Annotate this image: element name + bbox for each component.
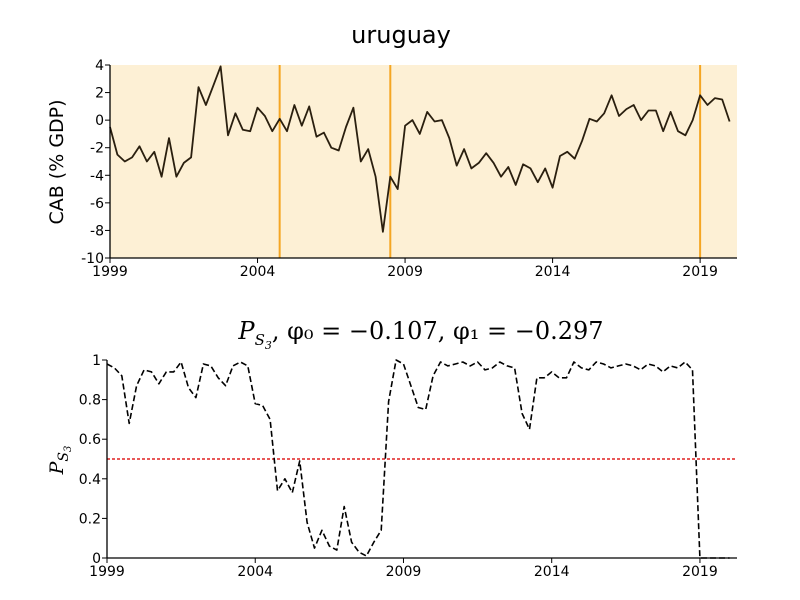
y-tick-label: -4 <box>90 168 104 184</box>
cab-panel: uruguay 1999 2004 2009 2014 2019 -10 -8 -6 -4 -2 0… <box>46 21 737 280</box>
x-tick-label: 2004 <box>240 264 276 280</box>
top-axes-frame <box>109 65 737 259</box>
title-p: P <box>237 317 255 345</box>
y-tick-label: -6 <box>90 196 104 212</box>
probability-series-line <box>106 359 730 559</box>
bottom-y-axis-label: PS3 <box>46 446 74 476</box>
y-tick-label: 4 <box>95 58 104 74</box>
x-tick-label: 2019 <box>682 564 718 580</box>
top-y-axis-label: CAB (% GDP) <box>46 99 68 224</box>
y-tick-label: 0.2 <box>79 511 101 527</box>
y-tick-label: 0 <box>92 551 101 567</box>
cab-series-line <box>109 65 731 233</box>
y-tick-label: -8 <box>90 223 104 239</box>
x-tick-label: 1999 <box>89 564 125 580</box>
ylabel-p: P <box>46 460 68 475</box>
ylabel-subsub: 3 <box>63 446 74 452</box>
title-subsub: 3 <box>265 339 272 352</box>
title-rest: , φ₀ = −0.107, φ₁ = −0.297 <box>272 317 604 345</box>
y-tick-label: 2 <box>95 86 104 102</box>
x-tick-label: 2019 <box>682 264 718 280</box>
x-tick-label: 2014 <box>535 264 571 280</box>
title-sub: S <box>255 331 265 349</box>
x-tick-label: 2009 <box>387 264 423 280</box>
bottom-chart-title: PS3, φ₀ = −0.107, φ₁ = −0.297 <box>237 317 603 352</box>
top-axis-ticks: 1999 2004 2009 2014 2019 -10 -8 -6 -4 -2 0 2 4 <box>81 58 718 280</box>
x-tick-label: 2009 <box>386 564 422 580</box>
y-tick-label: 0.6 <box>79 432 101 448</box>
x-tick-label: 2014 <box>534 564 570 580</box>
y-tick-label: 0 <box>95 113 104 129</box>
probability-panel: PS3, φ₀ = −0.107, φ₁ = −0.297 1999 2004 20… <box>46 317 737 580</box>
top-chart-title: uruguay <box>351 21 451 49</box>
ylabel-sub: S <box>56 452 72 462</box>
y-tick-label: 0.4 <box>79 472 101 488</box>
shaded-region-0 <box>110 65 737 258</box>
bottom-axes-frame <box>106 360 737 559</box>
y-tick-label: -10 <box>81 251 104 267</box>
regime-shading <box>110 65 737 258</box>
y-tick-label: -2 <box>90 141 104 157</box>
x-tick-label: 1999 <box>92 264 128 280</box>
y-tick-label: 0.8 <box>79 393 101 409</box>
y-tick-label: 1 <box>92 353 101 369</box>
bottom-axis-ticks: 1999 2004 2009 2014 2019 0 0.2 0.4 0.6 0.8 1 <box>79 353 718 580</box>
x-tick-label: 2004 <box>237 564 273 580</box>
